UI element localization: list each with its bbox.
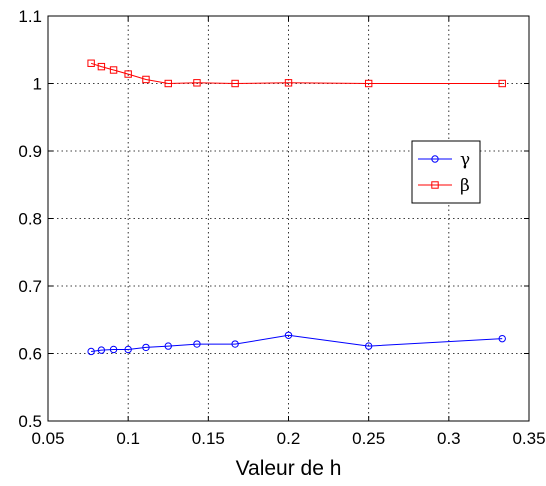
legend-item: γ [418,150,470,170]
data-point [231,79,239,88]
data-point [109,345,118,354]
data-point [498,334,506,343]
series-line [91,334,503,352]
data-point [284,331,293,339]
series-2 [87,59,506,88]
series-layer [87,59,506,356]
x-tick-label: 0.15 [192,429,225,448]
data-point [142,75,150,84]
y-tick-label: 1.1 [18,7,42,26]
legend-item: β [418,176,470,196]
data-point [164,342,172,350]
legend-box [411,140,481,204]
data-point [97,62,106,71]
series-1 [87,331,506,356]
data-point [142,343,150,352]
data-point [164,79,172,88]
data-point [364,79,373,88]
y-tick-label: 1 [33,75,42,94]
series-line [90,62,503,85]
legend: γβ [411,140,481,204]
legend-label: β [460,176,470,196]
y-tick-label: 0.6 [18,345,42,364]
data-point [231,340,239,348]
legend-marker [431,155,439,163]
x-tick-label: 0.1 [116,429,140,448]
data-point [364,342,373,350]
y-tick-label: 0.5 [18,412,42,431]
x-tick-label: 0.25 [352,429,385,448]
x-tick-label: 0.35 [512,429,545,448]
data-point [97,346,106,354]
legend-marker [431,181,439,189]
x-tick-label: 0.3 [437,429,461,448]
x-tick-label: 0.2 [277,429,301,448]
data-point [193,79,201,87]
y-tick-label: 0.9 [18,142,42,161]
x-axis-title: Valeur de h [236,457,342,480]
y-tick-label: 0.7 [18,277,42,296]
data-point [498,79,506,88]
data-point [124,70,132,78]
data-point [284,79,293,87]
data-point [193,340,201,348]
tick-labels: 0.05 0.1 0.15 0.2 0.25 0.3 0.35 0.5 0.6 0.7 0.8 0.9… [18,7,545,448]
legend-label: γ [460,150,470,170]
x-tick-label: 0.05 [31,429,64,448]
data-point [109,66,118,74]
y-tick-label: 0.8 [18,210,42,229]
data-point [87,347,95,356]
data-point [124,345,132,354]
data-point [87,59,95,67]
ticks [47,15,530,422]
